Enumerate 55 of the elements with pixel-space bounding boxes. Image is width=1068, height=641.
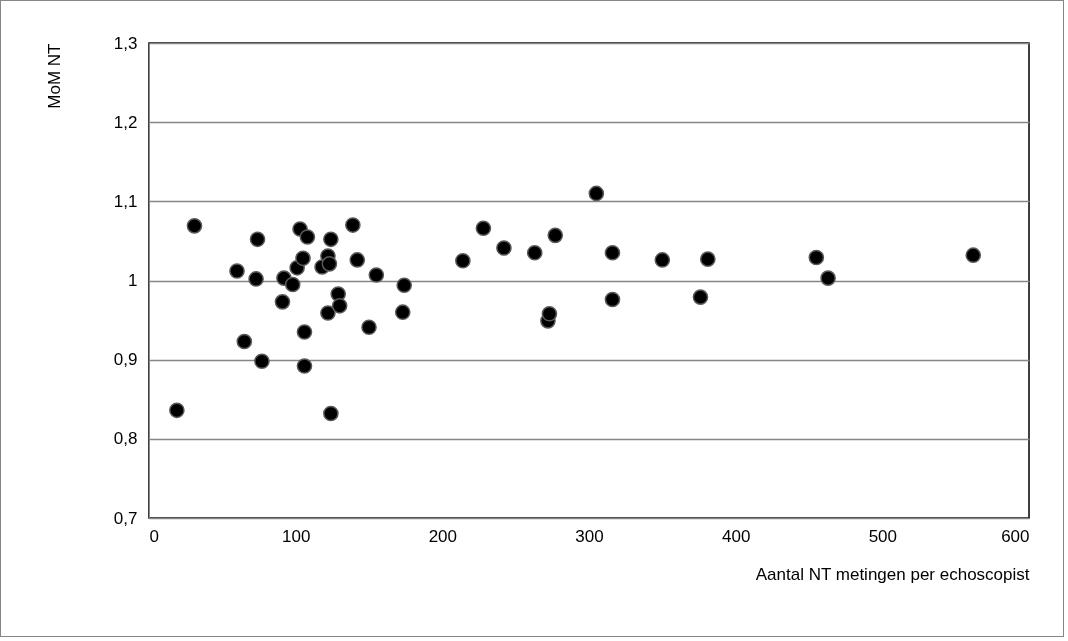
point [394,304,411,320]
point [323,231,339,248]
point [296,358,313,374]
x-axis-title: Aantal NT metingen per echoscopist [755,564,1030,584]
point [320,305,336,321]
point [321,256,338,272]
y-tick-label: 1,2 [113,112,138,132]
point [331,298,348,314]
y-tick-label: 1 [128,271,138,290]
point [396,277,413,294]
point [699,251,716,267]
point [169,402,185,419]
x-tick-label: 300 [575,526,604,546]
point [820,270,836,286]
point [808,249,825,266]
point [295,250,311,267]
y-tick-label: 0,8 [113,429,138,449]
point [455,252,471,269]
y-axis-title: MoM NT [44,43,64,109]
point [296,324,313,340]
point [692,289,709,305]
point [541,305,558,322]
point [965,247,982,263]
x-tick-label: 600 [1001,526,1030,546]
point [254,353,270,370]
x-tick-label: 0 [149,526,159,546]
point [349,252,366,268]
point [229,263,245,279]
point [345,217,361,233]
point [186,218,203,234]
point [236,333,253,350]
point [299,229,316,245]
point [604,291,621,308]
point [323,405,339,422]
point [368,267,385,283]
x-tick-label: 400 [721,526,751,546]
point [475,220,492,237]
point [496,240,512,256]
y-tick-label: 1,3 [113,33,138,53]
point [249,231,266,248]
point [654,252,671,268]
point [284,276,301,293]
y-tick-label: 0,9 [113,350,138,370]
point [361,319,377,336]
point [604,244,621,261]
point [248,271,264,287]
x-tick-label: 100 [281,526,311,546]
point [526,244,543,261]
point [588,185,605,202]
point [547,227,564,244]
x-tick-label: 200 [428,526,458,546]
point [274,294,291,310]
y-tick-label: 1,1 [113,191,138,211]
y-tick-label: 0,7 [113,508,138,528]
x-tick-label: 500 [868,526,898,546]
